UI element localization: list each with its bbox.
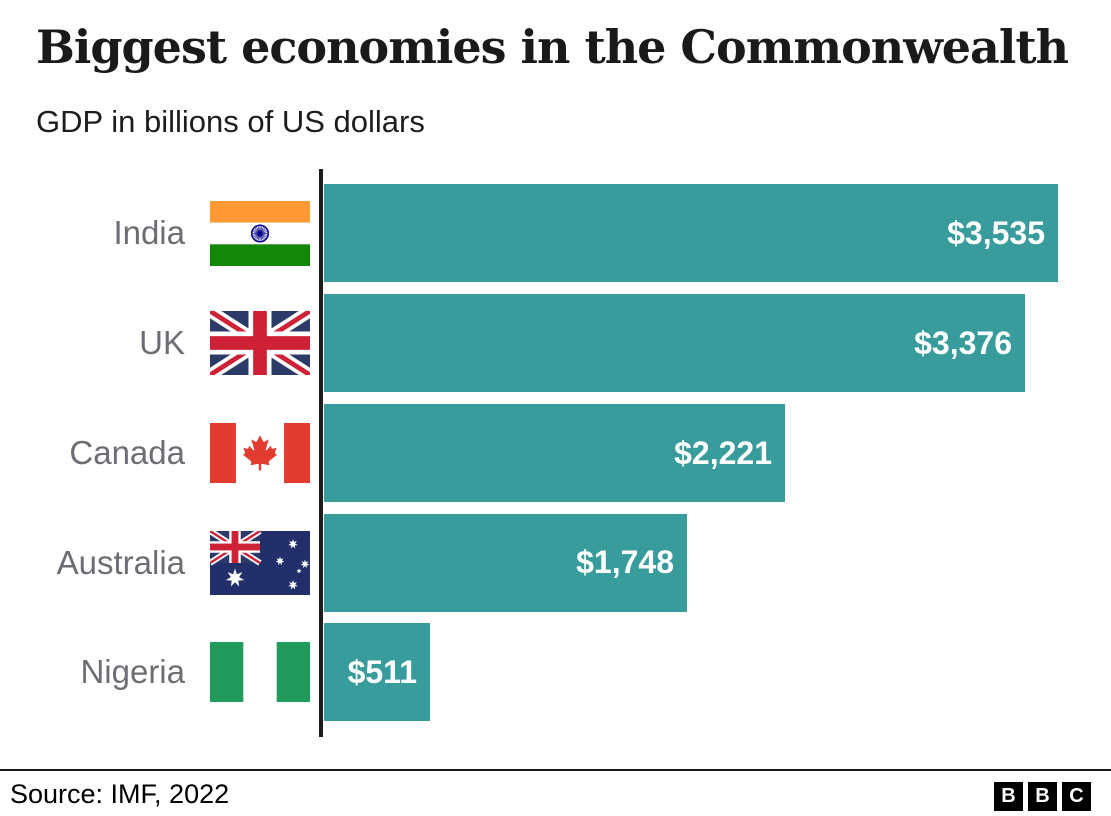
category-label-nigeria: Nigeria: [80, 653, 185, 690]
bbc-logo-letter: B: [994, 782, 1023, 811]
category-label-australia: Australia: [56, 543, 185, 581]
bar-nigeria: $511: [324, 623, 430, 721]
chart-title: Biggest economies in the Commonwealth: [36, 20, 1069, 74]
category-label-canada: Canada: [69, 434, 185, 471]
bbc-logo: B B C: [994, 782, 1091, 811]
bar-australia: $1,748: [324, 513, 687, 612]
bar-value-canada: $2,221: [674, 434, 772, 471]
source-text: Source: IMF, 2022: [10, 779, 230, 809]
canada-flag-icon: [210, 423, 310, 483]
category-label-india: India: [113, 214, 185, 251]
category-label-uk: UK: [139, 324, 185, 361]
australia-flag-icon: [210, 530, 310, 595]
bar-india: $3,535: [324, 184, 1058, 282]
india-flag-icon: [210, 200, 310, 266]
bbc-logo-letter: B: [1028, 782, 1057, 811]
bar-value-nigeria: $511: [347, 653, 417, 690]
y-axis-line: [319, 169, 323, 737]
chart-subtitle: GDP in billions of US dollars: [36, 104, 425, 139]
bbc-logo-letter: C: [1062, 782, 1091, 811]
nigeria-flag-icon: [210, 642, 310, 702]
bar-chart: India $3,535 UK $3,376 Canada $2,221 Australia…: [56, 169, 1058, 737]
bar-value-uk: $3,376: [914, 324, 1012, 361]
bar-canada: $2,221: [324, 404, 785, 502]
bar-value-australia: $1,748: [576, 544, 674, 580]
bar-uk: $3,376: [324, 294, 1025, 392]
footer-divider: [0, 769, 1111, 771]
uk-flag-icon: [210, 311, 310, 375]
bar-value-india: $3,535: [947, 214, 1045, 251]
